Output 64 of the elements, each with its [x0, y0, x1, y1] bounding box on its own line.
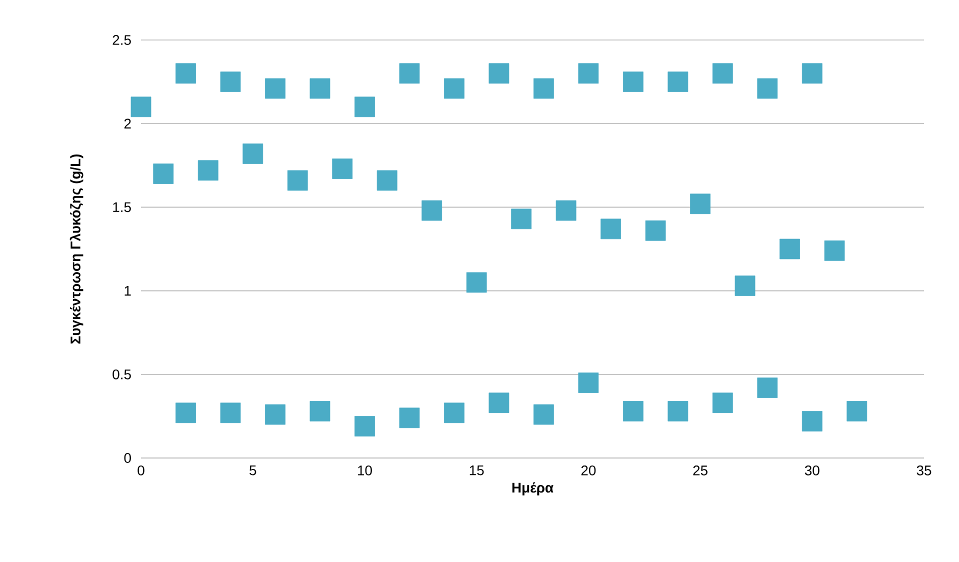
point	[533, 78, 554, 99]
point	[802, 63, 822, 84]
point	[622, 72, 644, 92]
point	[734, 276, 756, 296]
point	[712, 392, 733, 414]
point	[242, 143, 264, 164]
point	[176, 402, 196, 424]
point	[780, 238, 800, 260]
point	[757, 78, 778, 99]
point	[846, 400, 868, 422]
point	[332, 158, 353, 179]
point	[422, 200, 442, 221]
point	[578, 63, 599, 84]
y-axis-title: Συγκέντρωση Γλυκόζης (g/L)	[70, 154, 84, 344]
point	[668, 72, 688, 92]
point	[265, 78, 286, 99]
point	[376, 170, 398, 191]
x-tick-label: 25	[693, 466, 708, 476]
point	[198, 160, 218, 181]
point	[511, 208, 532, 230]
x-tick-label: 15	[470, 466, 484, 476]
point	[354, 96, 375, 118]
point	[600, 218, 622, 240]
point	[488, 392, 510, 414]
point	[690, 194, 710, 214]
point	[645, 220, 666, 241]
y-tick-label: 0	[124, 453, 131, 463]
point	[668, 400, 688, 422]
point	[802, 411, 822, 432]
y-tick-label: 1.5	[113, 202, 131, 212]
y-tick-label: 2.5	[112, 35, 131, 45]
x-tick-label: 30	[804, 466, 820, 476]
y-tick-label: 2	[124, 118, 131, 128]
y-tick-label: 0.5	[112, 369, 131, 380]
point	[287, 170, 308, 191]
x-tick-label: 35	[916, 466, 932, 476]
point	[533, 404, 554, 425]
point	[824, 240, 845, 261]
point	[712, 63, 733, 84]
point	[130, 96, 152, 118]
point	[354, 416, 375, 436]
point	[444, 402, 464, 424]
point	[556, 200, 576, 221]
point	[444, 78, 464, 99]
point	[466, 272, 487, 293]
point	[220, 72, 241, 92]
point	[220, 402, 241, 424]
x-tick-label: 0	[138, 466, 144, 476]
point	[176, 63, 196, 84]
point	[488, 63, 510, 84]
x-tick-label: 10	[358, 466, 372, 476]
y-tick-label: 1	[124, 286, 131, 296]
point	[310, 400, 330, 422]
point	[399, 63, 420, 84]
point	[578, 372, 599, 393]
point	[310, 78, 330, 99]
x-axis-title: Ημέρα	[512, 482, 554, 496]
point	[153, 164, 174, 184]
point	[265, 404, 286, 425]
point	[757, 378, 778, 398]
point	[399, 408, 420, 428]
point	[622, 400, 644, 422]
x-tick-label: 5	[250, 466, 256, 476]
x-tick-label: 20	[581, 466, 596, 476]
